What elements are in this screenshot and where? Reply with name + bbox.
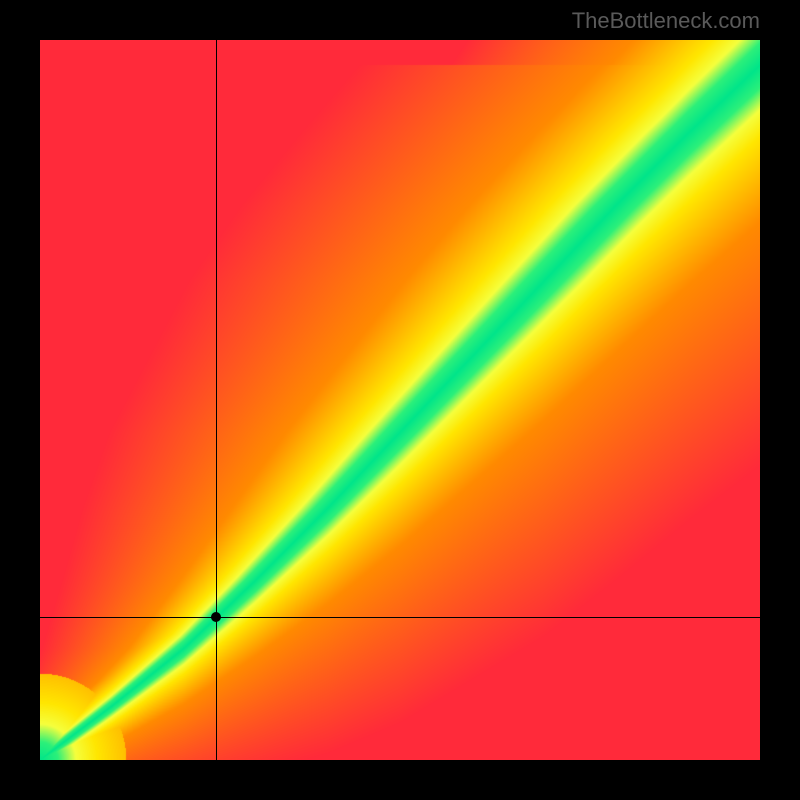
watermark: TheBottleneck.com <box>572 8 760 34</box>
crosshair-vertical <box>216 40 217 760</box>
crosshair-horizontal <box>40 617 760 618</box>
heatmap-canvas <box>40 40 760 760</box>
bottleneck-heatmap <box>40 40 760 760</box>
crosshair-marker <box>211 612 221 622</box>
